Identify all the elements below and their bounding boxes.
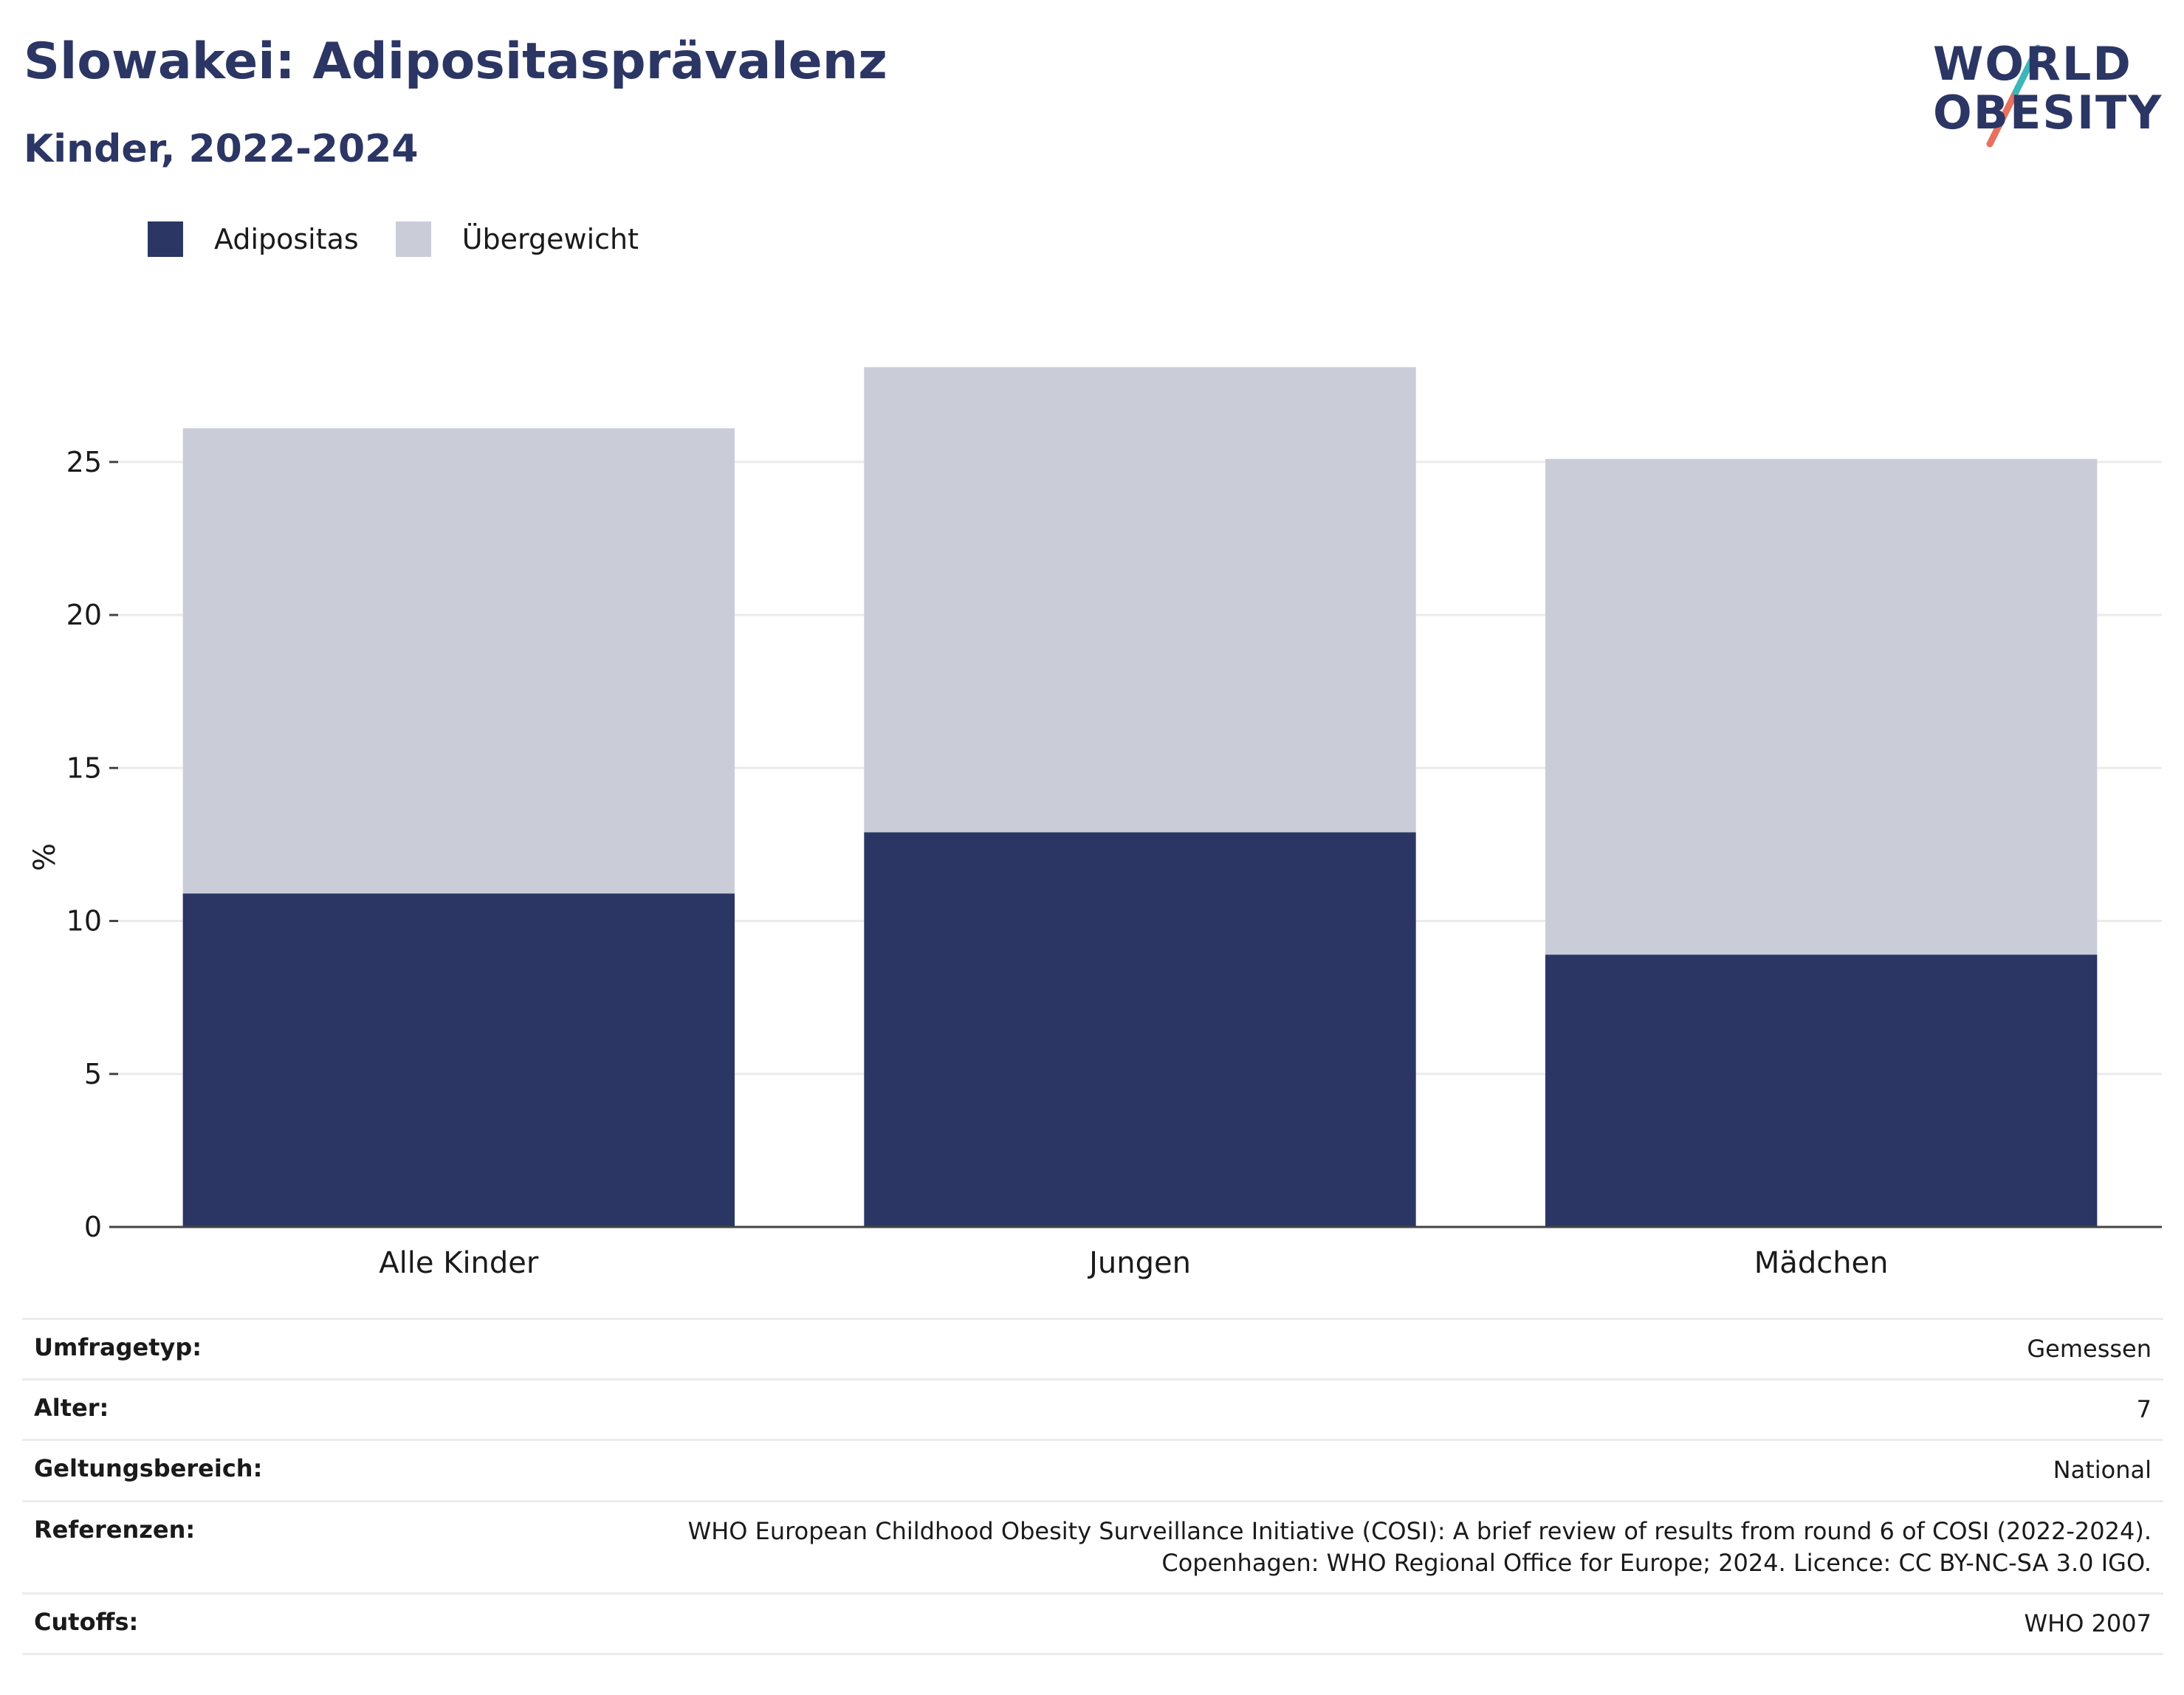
meta-value-line: National bbox=[2053, 1456, 2152, 1485]
meta-row-scope: Geltungsbereich: National bbox=[22, 1441, 2163, 1502]
meta-value-line: 7 bbox=[2136, 1395, 2152, 1424]
chart-subtitle: Kinder, 2022-2024 bbox=[24, 127, 419, 171]
logo-text-world: WORLD bbox=[1933, 37, 2132, 91]
meta-key: Geltungsbereich: bbox=[34, 1454, 263, 1483]
meta-value: WHO European Childhood Obesity Surveilla… bbox=[688, 1516, 2152, 1579]
meta-value-line: WHO European Childhood Obesity Surveilla… bbox=[687, 1516, 2152, 1545]
meta-value-line: Gemessen bbox=[2027, 1335, 2152, 1363]
meta-value: National bbox=[2053, 1454, 2152, 1486]
y-tick-label: 20 bbox=[66, 599, 102, 631]
stacked-bar-chart: 0 5 10 15 20 25% Alle Kinder Jungen Mädchen bbox=[28, 367, 2162, 1280]
x-tick-label: Alle Kinder bbox=[379, 1246, 539, 1280]
meta-row-age: Alter: 7 bbox=[22, 1381, 2163, 1442]
chart-legend: Adipositas Übergewicht bbox=[148, 219, 676, 260]
y-axis-label: % bbox=[28, 843, 62, 871]
bar-adipositas bbox=[864, 832, 1416, 1227]
legend-label-uebergewicht: Übergewicht bbox=[461, 223, 639, 255]
bar-uebergewicht bbox=[864, 367, 1416, 833]
world-obesity-logo: WORLD OBESITY bbox=[1920, 22, 2163, 155]
bar-adipositas bbox=[182, 893, 735, 1227]
logo-text-obesity: OBESITY bbox=[1933, 86, 2163, 140]
legend-swatch-adipositas bbox=[148, 221, 183, 257]
y-tick-label: 25 bbox=[66, 446, 102, 478]
y-tick-label: 10 bbox=[66, 905, 102, 938]
chart-title: Slowakei: Adipositasprävalenz bbox=[24, 32, 887, 91]
meta-row-survey-type: Umfragetyp: Gemessen bbox=[22, 1320, 2163, 1381]
meta-key: Alter: bbox=[34, 1394, 109, 1423]
meta-value: Gemessen bbox=[2027, 1333, 2152, 1365]
x-tick-label: Jungen bbox=[1087, 1246, 1191, 1280]
meta-row-references: Referenzen: WHO European Childhood Obesi… bbox=[22, 1502, 2163, 1595]
meta-value-line: WHO 2007 bbox=[2024, 1609, 2152, 1637]
meta-key: Referenzen: bbox=[34, 1515, 196, 1544]
y-tick-label: 15 bbox=[66, 752, 102, 784]
bar-adipositas bbox=[1545, 955, 2098, 1227]
x-tick-label: Mädchen bbox=[1754, 1246, 1889, 1280]
y-tick-label: 0 bbox=[84, 1211, 102, 1243]
y-tick-label: 5 bbox=[84, 1058, 102, 1090]
bar-uebergewicht bbox=[1545, 458, 2098, 955]
bar-uebergewicht bbox=[182, 428, 735, 894]
meta-value: WHO 2007 bbox=[2025, 1608, 2152, 1640]
meta-row-cutoffs: Cutoffs: WHO 2007 bbox=[22, 1595, 2163, 1656]
meta-value-line: Copenhagen: WHO Regional Office for Euro… bbox=[1161, 1548, 2152, 1577]
meta-key: Umfragetyp: bbox=[34, 1333, 202, 1361]
metadata-table: Umfragetyp: Gemessen Alter: 7 Geltungsbe… bbox=[22, 1318, 2163, 1656]
legend-label-adipositas: Adipositas bbox=[214, 223, 359, 255]
meta-key: Cutoffs: bbox=[34, 1607, 139, 1636]
meta-value: 7 bbox=[2137, 1394, 2152, 1426]
logo-slash-icon bbox=[1986, 44, 2042, 148]
legend-swatch-uebergewicht bbox=[395, 221, 431, 257]
